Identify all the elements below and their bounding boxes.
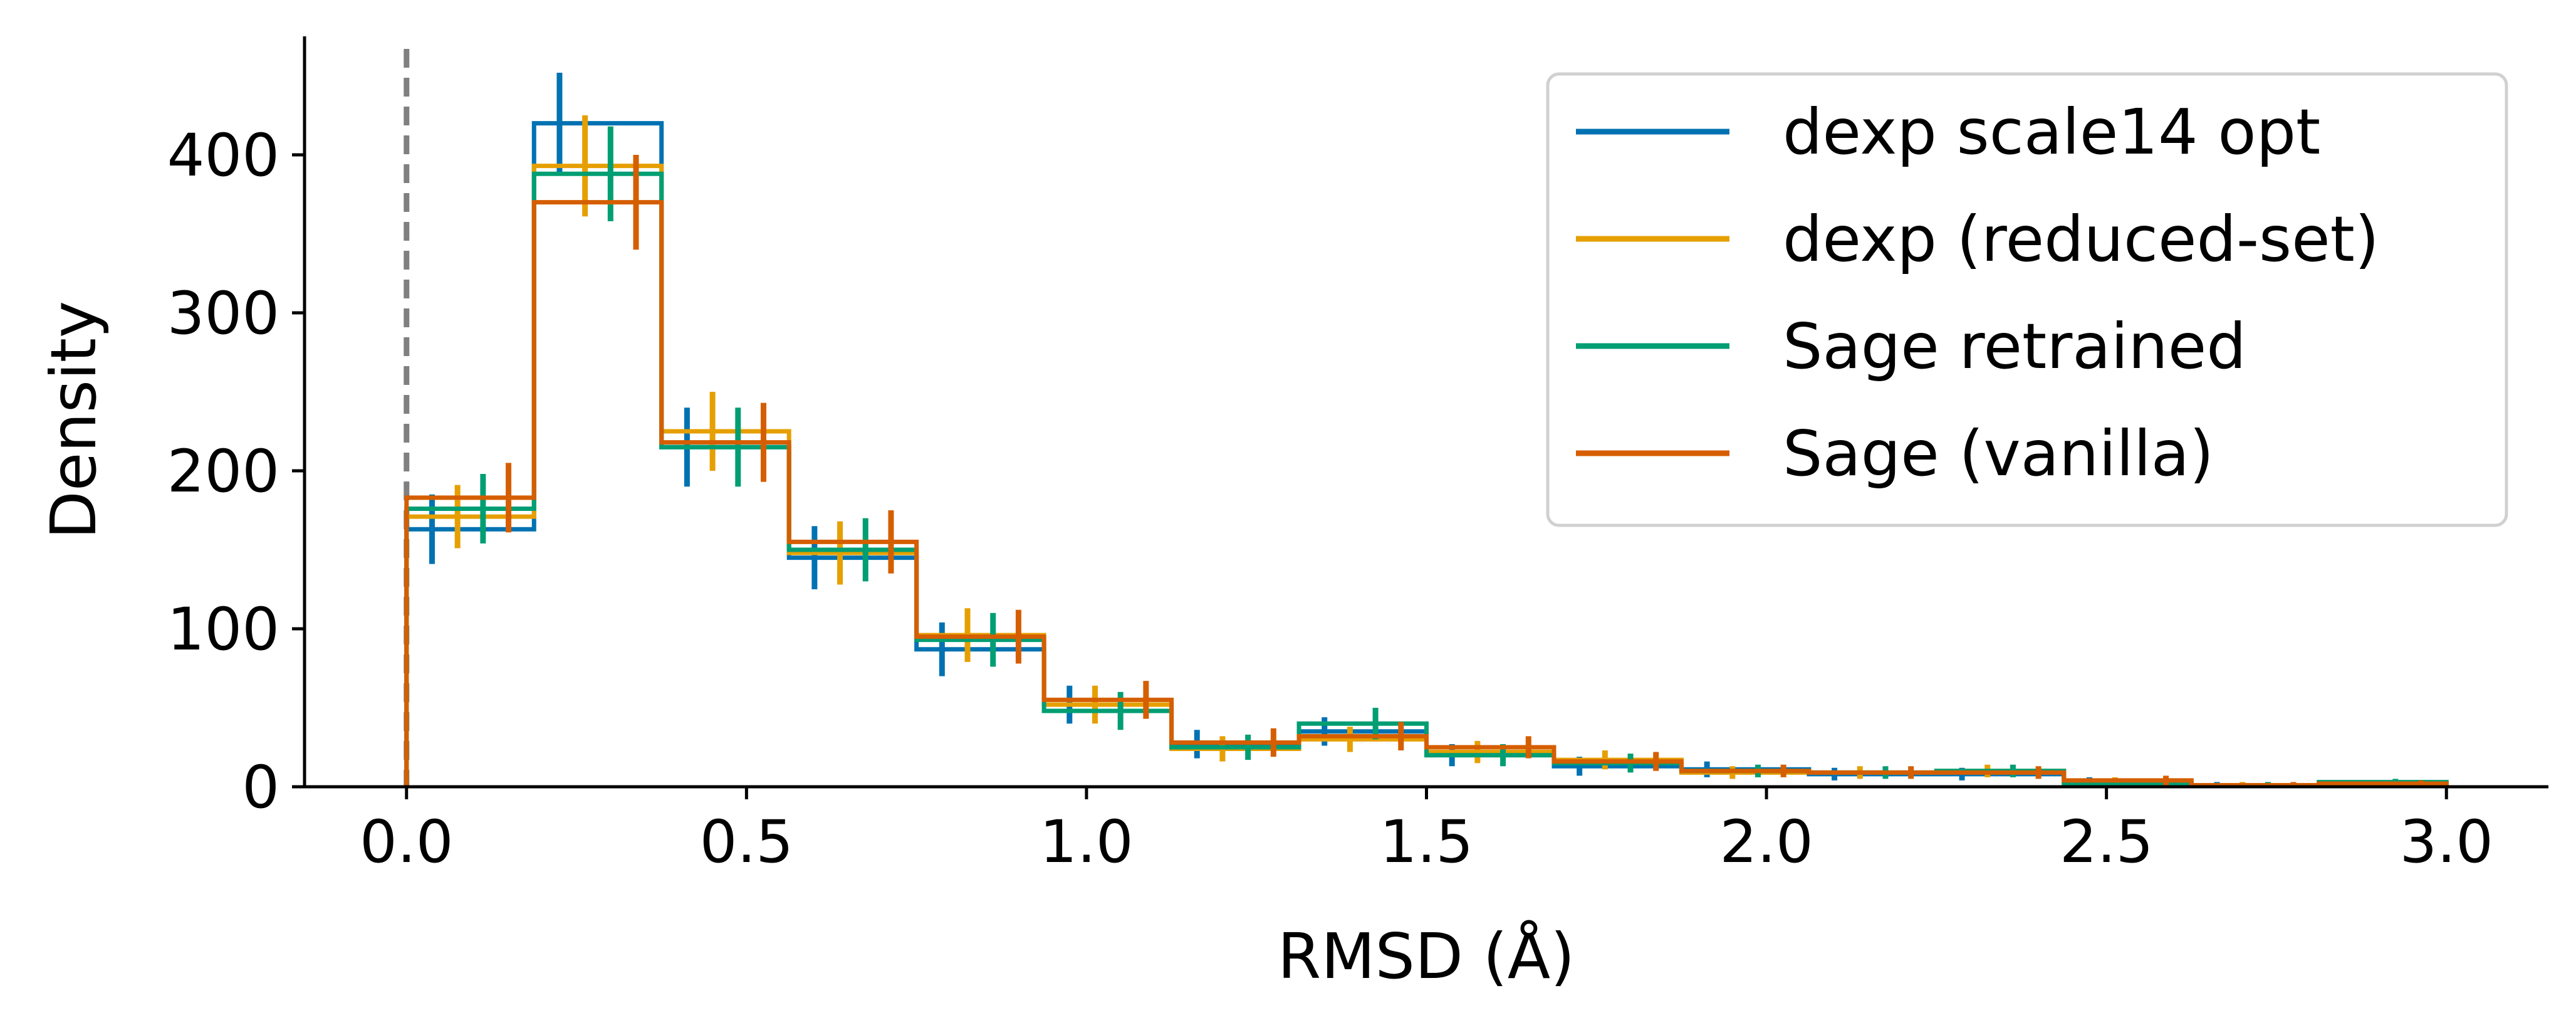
x-tick-label: 1.5 <box>1380 808 1474 876</box>
series-step-line <box>404 200 2449 787</box>
x-tick-label: 1.0 <box>1040 808 1134 876</box>
y-axis-title: Density <box>37 301 110 539</box>
y-tick-label: 400 <box>167 122 279 190</box>
legend-frame <box>1546 72 2508 527</box>
x-tick-label: 2.5 <box>2060 808 2154 876</box>
plot-area <box>404 49 2449 787</box>
legend: dexp scale14 opt dexp (reduced-set) Sage r… <box>1546 72 2508 527</box>
y-tick-label: 100 <box>167 596 279 664</box>
x-tick-label: 0.0 <box>360 808 454 876</box>
x-axis: 0.0 0.5 1.0 1.5 2.0 2.5 3.0 <box>305 785 2548 876</box>
legend-label: dexp scale14 opt <box>1783 95 2320 169</box>
y-axis: 0 100 200 300 400 <box>167 36 306 822</box>
legend-label: Sage (vanilla) <box>1783 417 2214 490</box>
y-tick-label: 300 <box>167 280 279 348</box>
x-tick-label: 2.0 <box>1719 808 1813 876</box>
x-tick-label: 3.0 <box>2399 808 2493 876</box>
x-tick-label: 0.5 <box>700 808 794 876</box>
x-axis-title: RMSD (Å) <box>1278 919 1575 993</box>
y-tick-label: 0 <box>242 754 279 822</box>
legend-label: dexp (reduced-set) <box>1783 202 2379 276</box>
legend-label: Sage retrained <box>1783 310 2246 383</box>
y-tick-label: 200 <box>167 438 279 506</box>
series-3 <box>404 155 2449 787</box>
